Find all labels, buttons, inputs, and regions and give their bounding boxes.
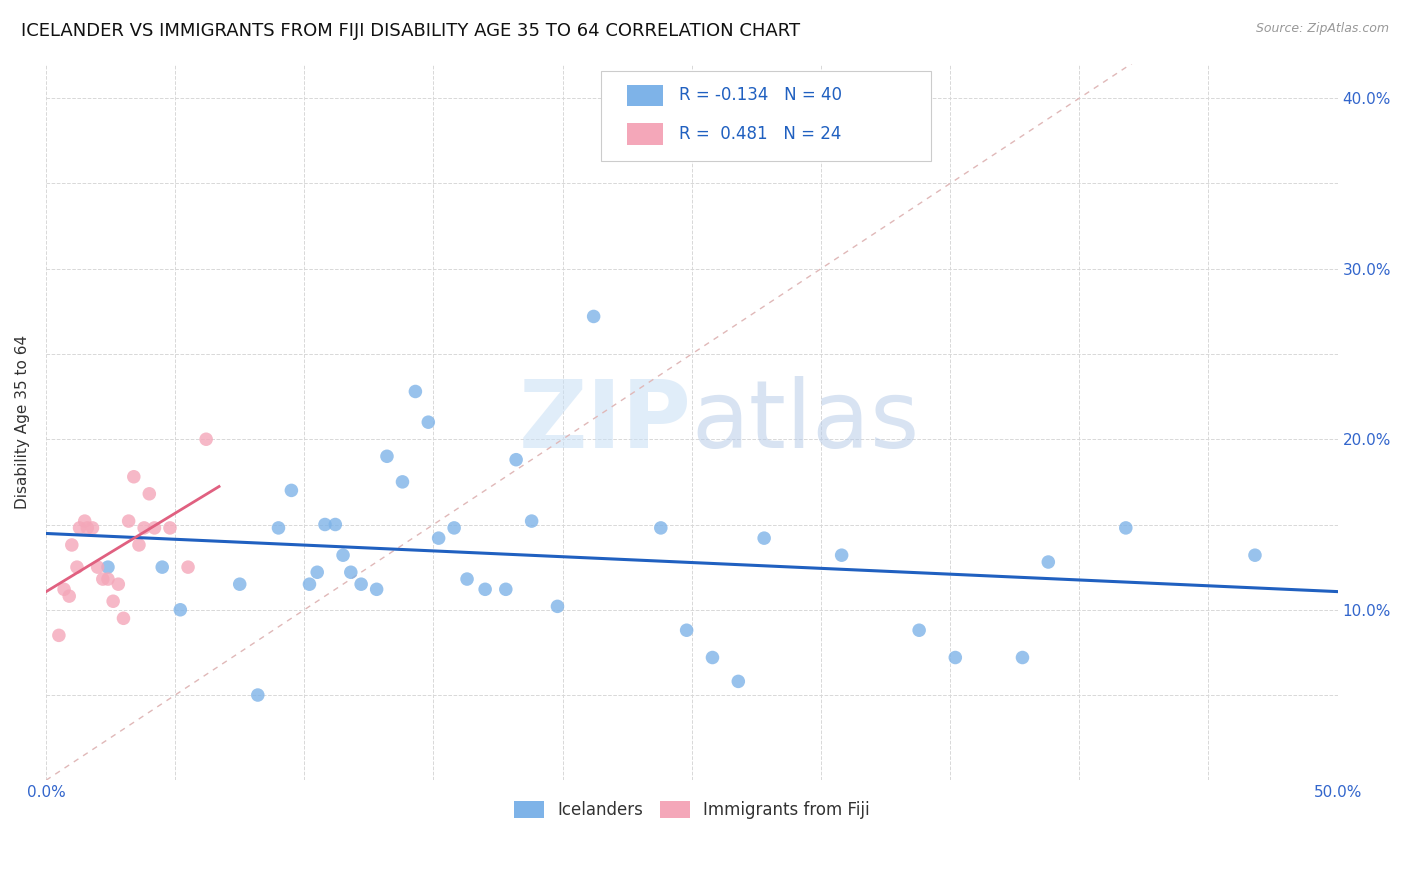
- Point: [752, 531, 775, 545]
- Point: [702, 650, 724, 665]
- Point: [366, 582, 388, 597]
- Point: [66, 560, 89, 574]
- Text: ZIP: ZIP: [519, 376, 692, 468]
- Point: [228, 577, 250, 591]
- Point: [1115, 521, 1137, 535]
- Point: [443, 521, 465, 535]
- FancyBboxPatch shape: [602, 71, 931, 161]
- Point: [675, 624, 697, 638]
- Point: [456, 572, 478, 586]
- Text: R = -0.134   N = 40: R = -0.134 N = 40: [679, 87, 842, 104]
- Point: [97, 572, 120, 586]
- FancyBboxPatch shape: [627, 85, 664, 106]
- Point: [69, 521, 91, 535]
- Point: [76, 521, 98, 535]
- Point: [314, 517, 336, 532]
- Point: [298, 577, 321, 591]
- Point: [86, 560, 108, 574]
- Point: [128, 538, 150, 552]
- Point: [169, 603, 191, 617]
- Point: [143, 521, 166, 535]
- Point: [404, 384, 426, 399]
- Point: [101, 594, 124, 608]
- Point: [546, 599, 568, 614]
- Point: [727, 674, 749, 689]
- Text: Source: ZipAtlas.com: Source: ZipAtlas.com: [1256, 22, 1389, 36]
- Text: ICELANDER VS IMMIGRANTS FROM FIJI DISABILITY AGE 35 TO 64 CORRELATION CHART: ICELANDER VS IMMIGRANTS FROM FIJI DISABI…: [21, 22, 800, 40]
- Legend: Icelanders, Immigrants from Fiji: Icelanders, Immigrants from Fiji: [508, 794, 876, 826]
- Point: [73, 514, 96, 528]
- Point: [107, 577, 129, 591]
- Point: [97, 560, 120, 574]
- Point: [60, 538, 83, 552]
- Y-axis label: Disability Age 35 to 64: Disability Age 35 to 64: [15, 335, 30, 509]
- Point: [82, 521, 104, 535]
- Point: [1038, 555, 1060, 569]
- Point: [323, 517, 346, 532]
- Point: [134, 521, 156, 535]
- Point: [340, 566, 363, 580]
- Point: [1011, 650, 1033, 665]
- Point: [505, 452, 527, 467]
- Text: atlas: atlas: [692, 376, 920, 468]
- Point: [375, 450, 398, 464]
- Point: [495, 582, 517, 597]
- Point: [332, 548, 354, 562]
- Point: [418, 415, 440, 429]
- Point: [650, 521, 672, 535]
- Point: [267, 521, 290, 535]
- FancyBboxPatch shape: [627, 123, 664, 145]
- Point: [112, 611, 135, 625]
- Point: [246, 688, 269, 702]
- Point: [831, 548, 853, 562]
- Point: [195, 432, 218, 446]
- Point: [280, 483, 302, 498]
- Point: [474, 582, 496, 597]
- Point: [150, 560, 173, 574]
- Point: [908, 624, 931, 638]
- Point: [520, 514, 543, 528]
- Point: [1244, 548, 1267, 562]
- Point: [122, 469, 145, 483]
- Point: [943, 650, 966, 665]
- Point: [48, 628, 70, 642]
- Point: [91, 572, 114, 586]
- Point: [177, 560, 200, 574]
- Point: [582, 310, 605, 324]
- Text: R =  0.481   N = 24: R = 0.481 N = 24: [679, 125, 841, 143]
- Point: [350, 577, 373, 591]
- Point: [138, 487, 160, 501]
- Point: [427, 531, 450, 545]
- Point: [58, 589, 80, 603]
- Point: [307, 566, 329, 580]
- Point: [53, 582, 76, 597]
- Point: [159, 521, 181, 535]
- Point: [117, 514, 139, 528]
- Point: [391, 475, 413, 489]
